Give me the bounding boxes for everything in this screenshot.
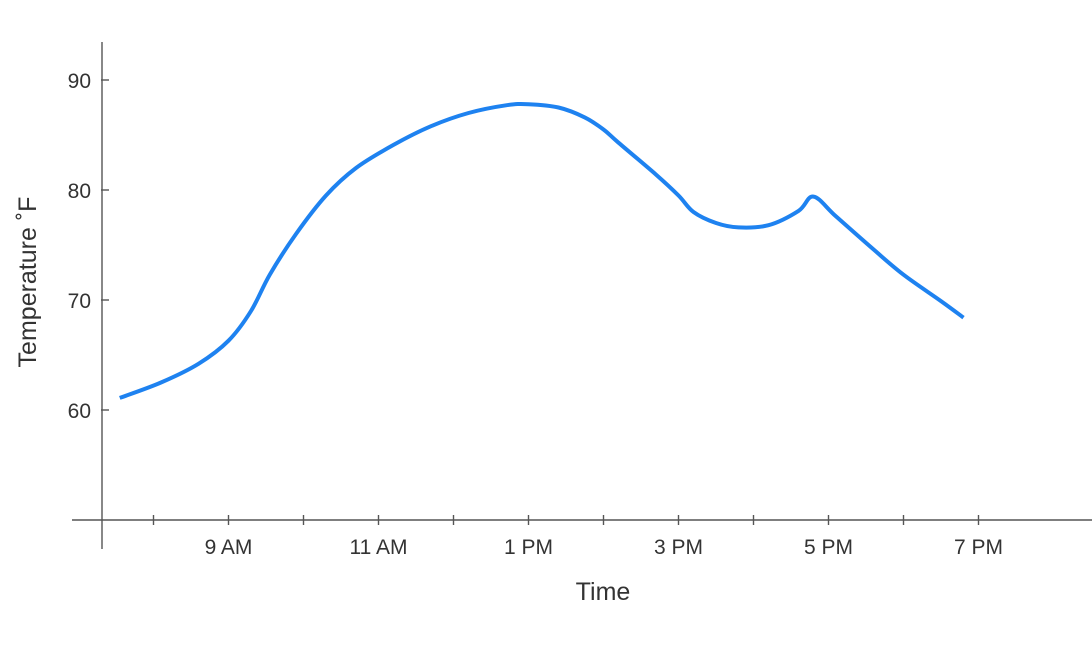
data-point (294, 232, 298, 236)
x-tick-label: 3 PM (654, 536, 703, 559)
data-point (617, 141, 621, 145)
data-point (797, 209, 801, 213)
data-point (159, 381, 163, 385)
data-point (939, 299, 943, 303)
series (118, 101, 966, 400)
x-axis-title: Time (576, 578, 631, 606)
data-point (249, 309, 253, 313)
x-tick-label: 1 PM (504, 536, 553, 559)
data-point (902, 273, 906, 277)
data-point (767, 223, 771, 227)
data-point (467, 111, 471, 115)
data-point (557, 106, 561, 110)
data-point (527, 102, 531, 106)
data-point (872, 247, 876, 251)
data-point (392, 143, 396, 147)
data-point (583, 115, 587, 119)
data-point (602, 128, 606, 132)
data-point (118, 396, 122, 400)
data-point (504, 103, 508, 107)
temperature-series-line (119, 101, 965, 400)
tick-labels: 9 AM 11 AM 1 PM 3 PM 5 PM 7 PM 60 70 80 90 (68, 70, 1003, 559)
data-point (654, 173, 658, 177)
data-point (324, 194, 328, 198)
data-point (677, 194, 681, 198)
data-point (714, 221, 718, 225)
data-point (962, 316, 966, 320)
data-point (834, 214, 838, 218)
y-tick-label: 60 (68, 400, 91, 423)
x-tick-label: 9 AM (205, 536, 253, 559)
y-tick-label: 70 (68, 290, 91, 313)
data-point (737, 225, 741, 229)
data-point (812, 195, 816, 199)
data-point (354, 166, 358, 170)
tick-marks (101, 79, 980, 525)
data-point (268, 273, 272, 277)
data-point (197, 362, 201, 366)
data-point (227, 339, 231, 343)
y-axis-title: Temperature ˚F (14, 197, 42, 368)
data-point (692, 210, 696, 214)
x-tick-label: 11 AM (350, 536, 408, 559)
y-tick-label: 90 (68, 70, 91, 93)
x-tick-label: 7 PM (954, 536, 1003, 559)
axes (72, 42, 1092, 549)
y-tick-label: 80 (68, 180, 91, 203)
data-point (429, 124, 433, 128)
x-tick-label: 5 PM (804, 536, 853, 559)
